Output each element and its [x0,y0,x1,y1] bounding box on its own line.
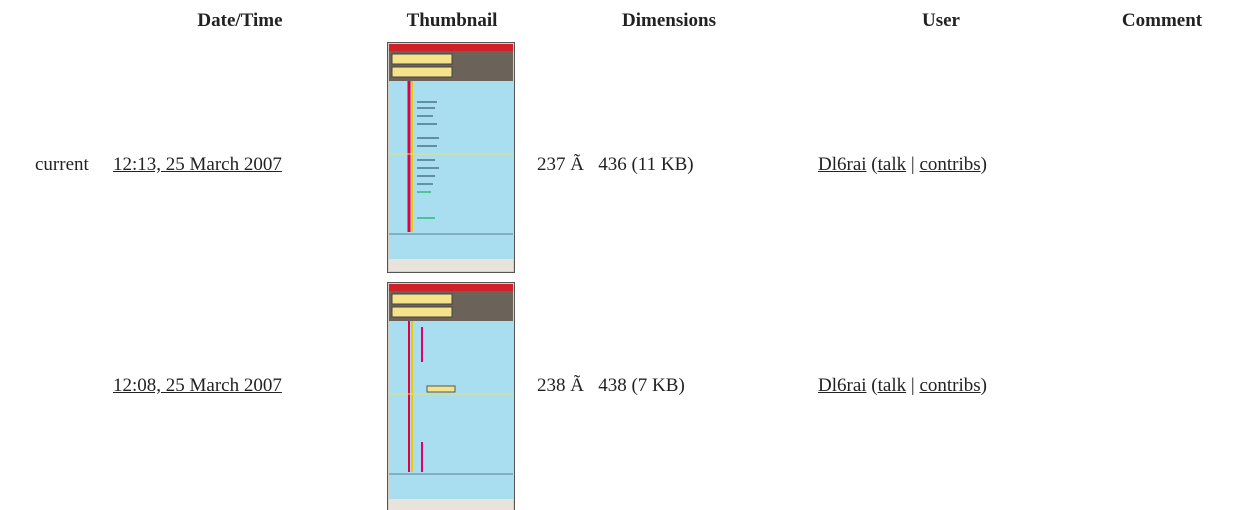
datetime-link[interactable]: 12:13, 25 March 2007 [113,154,282,175]
column-header: User [922,10,960,31]
contribs-link[interactable]: contribs [919,154,981,175]
status: current [35,154,89,175]
thumbnail[interactable] [387,42,515,273]
column-header: Thumbnail [406,10,498,31]
paren: ) [980,375,987,396]
column-header: Comment [1121,10,1203,31]
datetime-link[interactable]: 12:08, 25 March 2007 [113,375,282,396]
dimensions: 237 Ã 436 (11 KB) [537,154,694,175]
user-cell: Dl6rai (talk | contribs) [818,154,987,176]
paren: ( [871,375,878,396]
paren: ( [871,154,878,175]
column-header: Dimensions [622,10,716,31]
talk-link[interactable]: talk [877,375,907,396]
separator: | [910,154,915,175]
contribs-link[interactable]: contribs [919,375,981,396]
thumbnail[interactable] [387,282,515,510]
user-link[interactable]: Dl6rai [818,154,867,175]
column-header: Date/Time [197,10,283,31]
user-cell: Dl6rai (talk | contribs) [818,375,987,397]
separator: | [910,375,915,396]
dimensions: 238 Ã 438 (7 KB) [537,375,685,396]
user-link[interactable]: Dl6rai [818,375,867,396]
paren: ) [980,154,987,175]
talk-link[interactable]: talk [877,154,907,175]
